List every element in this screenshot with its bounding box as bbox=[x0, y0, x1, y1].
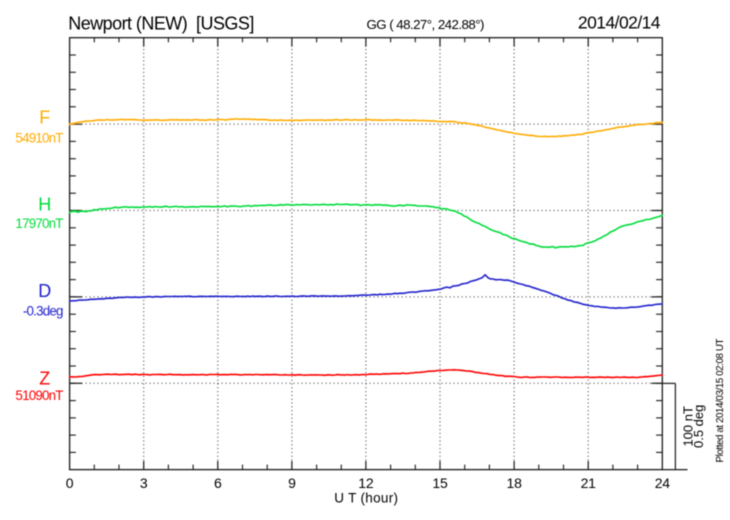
svg-text:Z: Z bbox=[39, 368, 50, 388]
svg-text:12: 12 bbox=[358, 475, 374, 491]
svg-text:51090nT: 51090nT bbox=[15, 388, 63, 403]
svg-text:GG ( 48.27°, 242.88°): GG ( 48.27°, 242.88°) bbox=[367, 17, 484, 32]
svg-text:-0.3deg: -0.3deg bbox=[23, 304, 63, 319]
svg-text:17970nT: 17970nT bbox=[15, 216, 63, 231]
svg-text:0: 0 bbox=[66, 475, 74, 491]
svg-text:6: 6 bbox=[214, 475, 222, 491]
svg-text:U T (hour): U T (hour) bbox=[334, 491, 398, 506]
svg-text:Newport (NEW) [USGS]: Newport (NEW) [USGS] bbox=[68, 14, 253, 34]
svg-text:H: H bbox=[38, 195, 51, 215]
svg-text:100 nT: 100 nT bbox=[681, 406, 696, 447]
svg-text:2014/02/14: 2014/02/14 bbox=[578, 13, 661, 33]
svg-text:3: 3 bbox=[140, 475, 148, 491]
svg-text:Plotted at 2014/03/15 02:08 UT: Plotted at 2014/03/15 02:08 UT bbox=[715, 338, 726, 462]
svg-text:15: 15 bbox=[432, 475, 448, 491]
svg-text:9: 9 bbox=[288, 475, 296, 491]
svg-text:54910nT: 54910nT bbox=[15, 131, 63, 146]
svg-text:F: F bbox=[39, 107, 50, 127]
svg-text:21: 21 bbox=[581, 475, 597, 491]
svg-text:24: 24 bbox=[655, 475, 671, 491]
svg-text:D: D bbox=[38, 281, 51, 301]
svg-text:0.5 deg: 0.5 deg bbox=[691, 405, 706, 448]
svg-text:18: 18 bbox=[507, 475, 523, 491]
